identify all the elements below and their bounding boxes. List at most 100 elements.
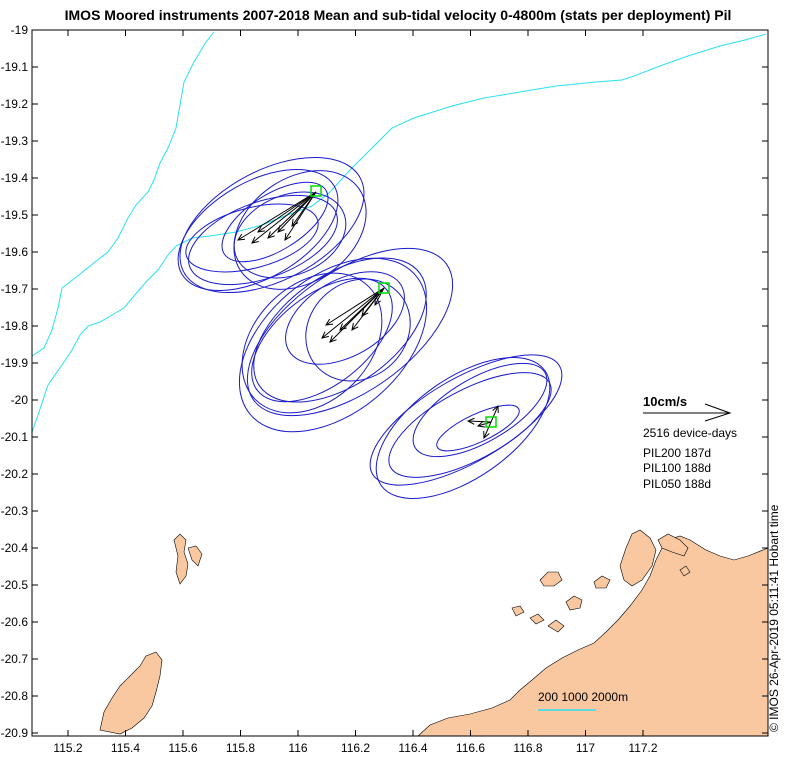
x-tick-label: 116	[288, 741, 307, 755]
isobath-200m	[31, 31, 215, 357]
station-legend-pil100: PIL100 188d	[643, 461, 711, 475]
land-polygon	[529, 613, 545, 625]
velocity-arrowhead	[237, 233, 246, 241]
device-days-label: 2516 device-days	[643, 426, 737, 440]
station-marker-pil050	[485, 416, 497, 428]
velocity-arrowhead	[374, 297, 381, 307]
land-polygon	[99, 651, 163, 735]
y-tick-label: -20.9	[1, 726, 29, 740]
x-tick-label: 116.4	[398, 741, 427, 755]
y-tick-label: -19	[11, 23, 29, 37]
velocity-ellipse	[285, 271, 405, 365]
map-title: IMOS Moored instruments 2007-2018 Mean a…	[65, 7, 732, 23]
land-polygon	[565, 595, 583, 611]
y-tick-label: -19.8	[1, 319, 29, 333]
velocity-arrowhead	[492, 404, 499, 414]
velocity-ellipse	[188, 194, 338, 286]
land-polygon	[619, 529, 657, 587]
velocity-ellipse	[388, 372, 552, 478]
velocity-ellipse	[233, 170, 367, 290]
velocity-arrowhead	[466, 417, 475, 425]
velocity-arrowhead	[329, 335, 337, 343]
y-tick-label: -20.5	[1, 578, 29, 592]
x-tick-label: 117.2	[628, 741, 657, 755]
velocity-ellipses	[177, 156, 563, 499]
velocity-arrowhead	[339, 323, 347, 331]
velocity-arrowhead	[351, 323, 359, 331]
land-polygon	[593, 575, 611, 589]
land-polygon	[547, 619, 565, 633]
velocity-arrowhead	[257, 225, 265, 233]
x-tick-label: 115.8	[226, 741, 255, 755]
x-tick-label: 117	[576, 741, 595, 755]
velocity-ellipse	[177, 168, 339, 292]
velocity-arrow	[374, 287, 385, 306]
velocity-ellipse	[436, 404, 520, 452]
velocity-arrow	[251, 191, 317, 244]
velocity-ellipse	[241, 272, 383, 414]
velocity-ellipse	[412, 362, 548, 458]
velocity-scale-arrowhead	[704, 403, 732, 422]
velocity-ellipse	[185, 203, 319, 273]
velocity-scale-label: 10cm/s	[643, 394, 687, 409]
velocity-ellipse	[233, 191, 347, 279]
velocity-arrow	[467, 420, 492, 423]
axes-frame	[31, 29, 769, 737]
velocity-arrowhead	[284, 232, 292, 241]
station-legend-pil200: PIL200 187d	[643, 446, 711, 460]
y-tick-label: -20.6	[1, 615, 29, 629]
velocity-arrow	[237, 191, 317, 241]
land-polygon	[173, 533, 189, 585]
y-tick-label: -19.5	[1, 208, 29, 222]
station-marker-pil200	[310, 185, 322, 197]
y-tick-label: -20.1	[1, 430, 29, 444]
velocity-ellipse	[251, 277, 393, 403]
x-tick-label: 115.2	[53, 741, 82, 755]
velocity-arrow	[284, 191, 317, 241]
velocity-arrowhead	[325, 318, 334, 326]
x-tick-label: 116.2	[341, 741, 370, 755]
y-tick-label: -19.7	[1, 282, 29, 296]
y-tick-label: -20.7	[1, 652, 29, 666]
velocity-arrowhead	[251, 236, 259, 244]
y-axis-ticks: -19 -19.1 -19.2 -19.3 -19.4 -19.5 -19.6 -19.7 -1…	[1, 23, 768, 740]
y-tick-label: -20	[11, 393, 29, 407]
y-tick-label: -19.2	[1, 97, 29, 111]
y-tick-label: -19.1	[1, 60, 29, 74]
y-tick-label: -20.4	[1, 541, 29, 555]
velocity-ellipse	[221, 181, 329, 263]
y-tick-label: -19.3	[1, 134, 29, 148]
y-tick-label: -19.4	[1, 171, 29, 185]
station-legend: PIL200 187d PIL100 188d PIL050 188d	[643, 446, 711, 491]
land-polygon	[417, 535, 769, 737]
x-tick-label: 116.8	[513, 741, 542, 755]
velocity-arrowhead	[361, 309, 369, 317]
isobath-legend-label: 200 1000 2000m	[538, 690, 628, 704]
velocity-arrow	[483, 421, 492, 439]
x-tick-label: 115.6	[168, 741, 197, 755]
land-polygon	[657, 533, 689, 557]
velocity-ellipse	[253, 257, 427, 403]
velocity-ellipse	[179, 156, 365, 294]
y-tick-label: -19.9	[1, 356, 29, 370]
land-polygon	[679, 565, 691, 577]
x-tick-label: 115.4	[111, 741, 140, 755]
velocity-ellipse	[305, 278, 411, 382]
copyright-note: © IMOS 26-Apr-2019 05:11:41 Hobart time	[767, 504, 781, 732]
velocity-ellipse	[238, 257, 428, 433]
velocity-arrowhead	[267, 231, 275, 239]
y-tick-label: -20.2	[1, 467, 29, 481]
isobath-1000m	[31, 33, 767, 433]
velocity-arrow	[325, 287, 385, 326]
y-tick-label: -20.3	[1, 504, 29, 518]
land-polygon	[539, 571, 563, 587]
station-marker-pil100	[378, 282, 390, 294]
velocity-ellipse	[375, 357, 551, 499]
velocity-arrow	[490, 405, 499, 423]
land-polygon	[511, 605, 525, 617]
velocity-arrow	[267, 191, 317, 239]
velocity-arrows	[237, 191, 499, 440]
velocity-arrowhead	[483, 430, 490, 440]
velocity-arrow	[257, 191, 317, 233]
velocity-scale: 10cm/s 2516 device-days	[643, 394, 737, 440]
